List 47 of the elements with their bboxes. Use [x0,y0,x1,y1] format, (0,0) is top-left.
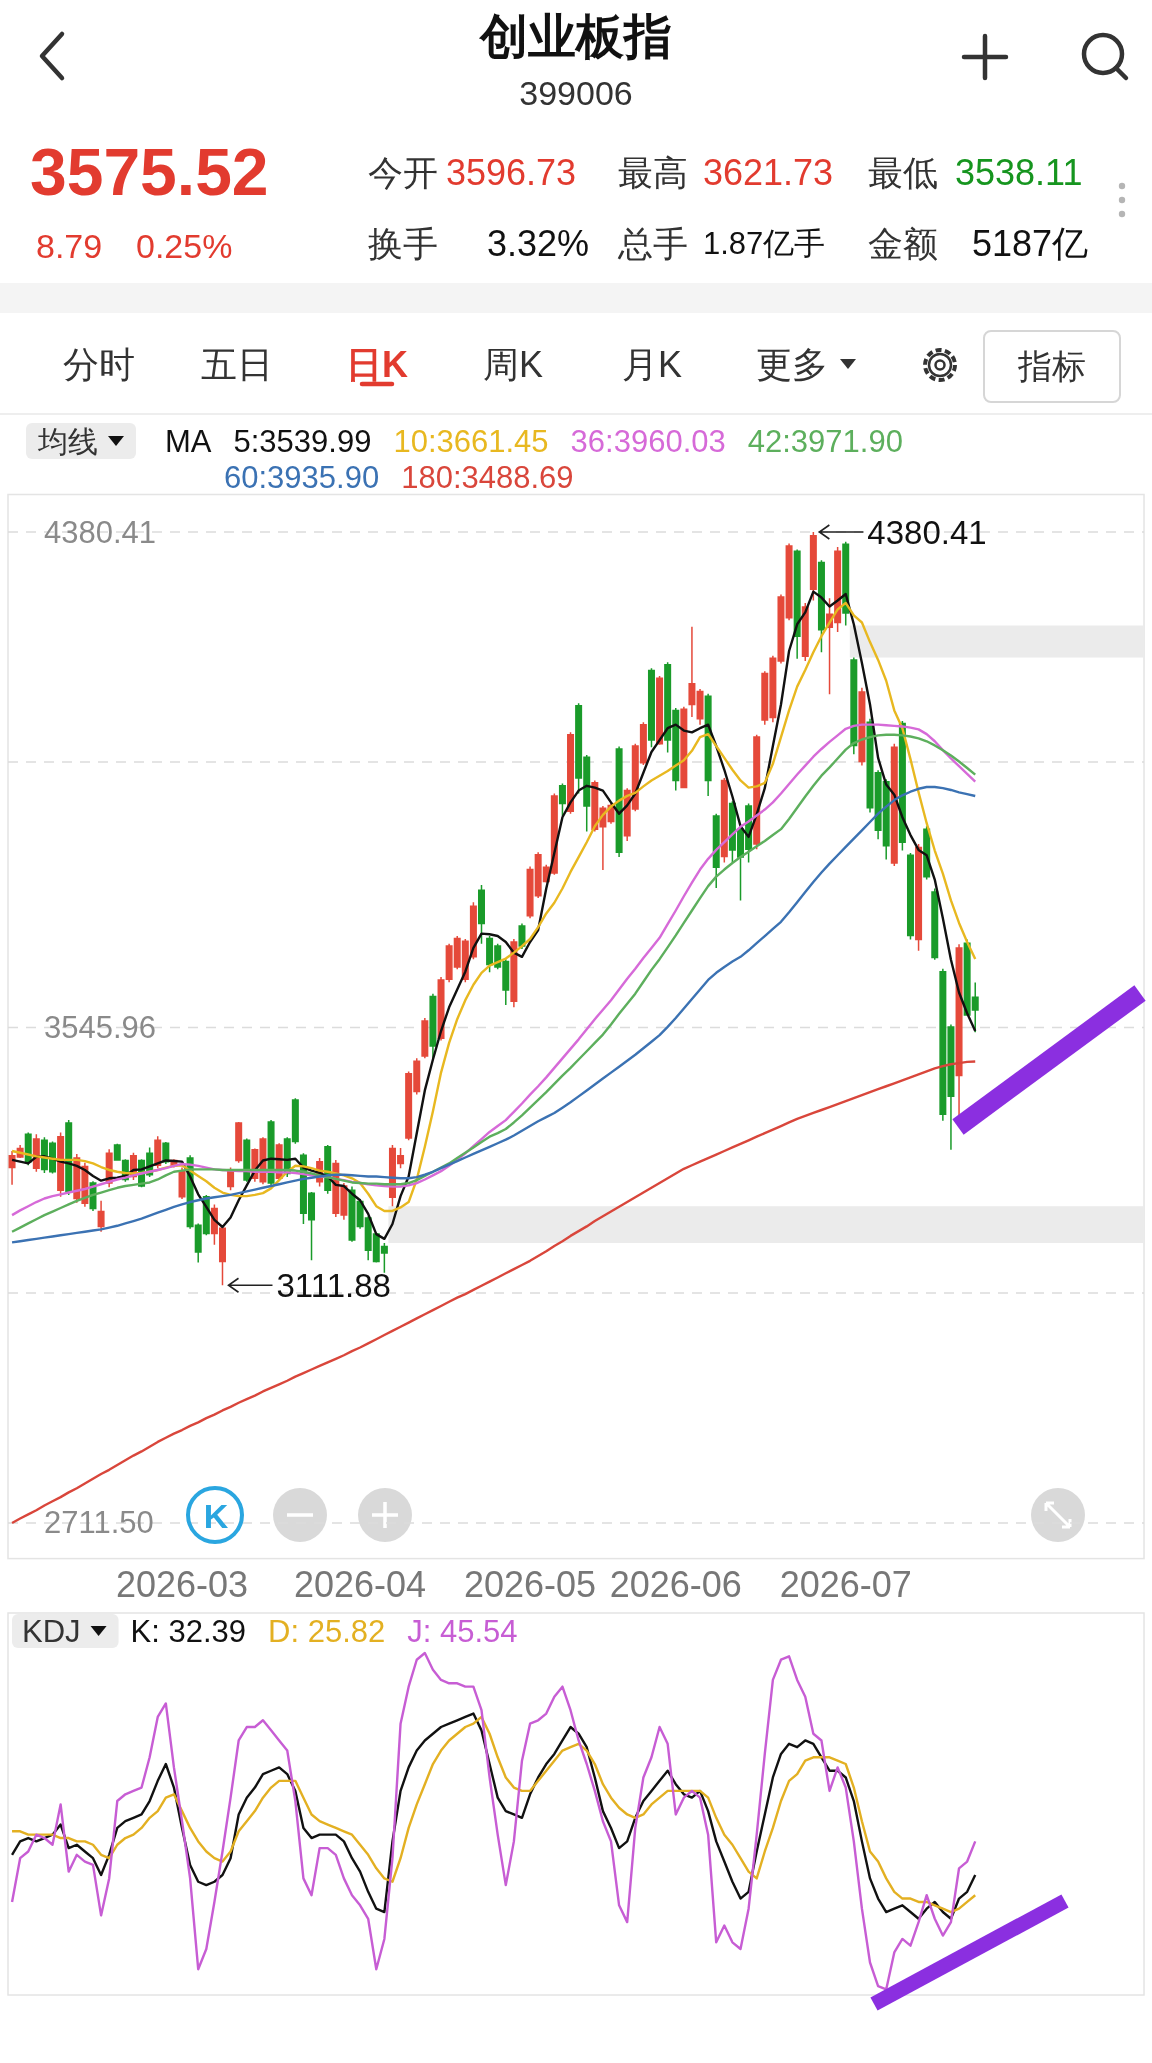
text: 分时 [63,343,135,385]
text: 3621.73 [703,151,834,193]
text: 8.79 [36,227,103,265]
text: 10:3661.45 [393,423,549,459]
text: 3575.52 [30,135,269,209]
x-tick-label: 2026-04 [294,1563,427,1605]
text: 5:3539.99 [233,423,372,459]
legend-title: KDJ [22,1613,81,1649]
y-tick-label: 4380.41 [44,514,157,550]
text: 五日 [201,343,273,385]
text: 60:3935.90 [224,459,380,495]
y-tick-label: 2711.50 [44,1505,154,1541]
text: D: 25.82 [268,1613,386,1649]
text: 更多 [756,343,828,385]
x-tick-label: 2026-05 [464,1563,597,1605]
x-tick-label: 2026-03 [115,1563,249,1605]
annotation: 3111.88 [276,1266,391,1304]
text: 月K [621,343,683,385]
chart-title: 创业板指 [478,9,672,63]
text: 均线 [37,424,98,458]
x-tick-label: 2026-06 [609,1563,742,1605]
series-label: J: 45.54 [407,1613,518,1649]
legend-label: K: 32.39 [130,1613,247,1649]
text: 180:3488.69 [401,459,574,495]
text: 总手 [617,223,688,263]
text: 今开 [368,152,438,192]
text: 日K [346,343,408,385]
text: 42:3971.90 [747,423,903,459]
text: 金额 [868,223,938,263]
annotation: 4380.41 [867,513,987,551]
text: 1.87亿手 [703,225,826,261]
text: 3538.11 [955,151,1083,193]
text: 换手 [368,223,438,263]
text: 3596.73 [446,151,577,193]
text: 3.32% [487,222,590,264]
text: 最高 [618,152,688,192]
y-tick-label: 3545.96 [44,1009,157,1045]
text: 指标 [1017,347,1086,385]
chart-subtitle: 399006 [519,74,633,112]
annotation: K [203,1497,229,1535]
text: 5187亿 [972,222,1089,264]
text: 最低 [868,152,938,192]
text: 周K [482,343,544,385]
x-tick-label: 2026-07 [779,1563,912,1605]
text: 0.25% [136,227,233,265]
legend-title: MA [165,423,212,459]
text: 36:3960.03 [570,423,726,459]
